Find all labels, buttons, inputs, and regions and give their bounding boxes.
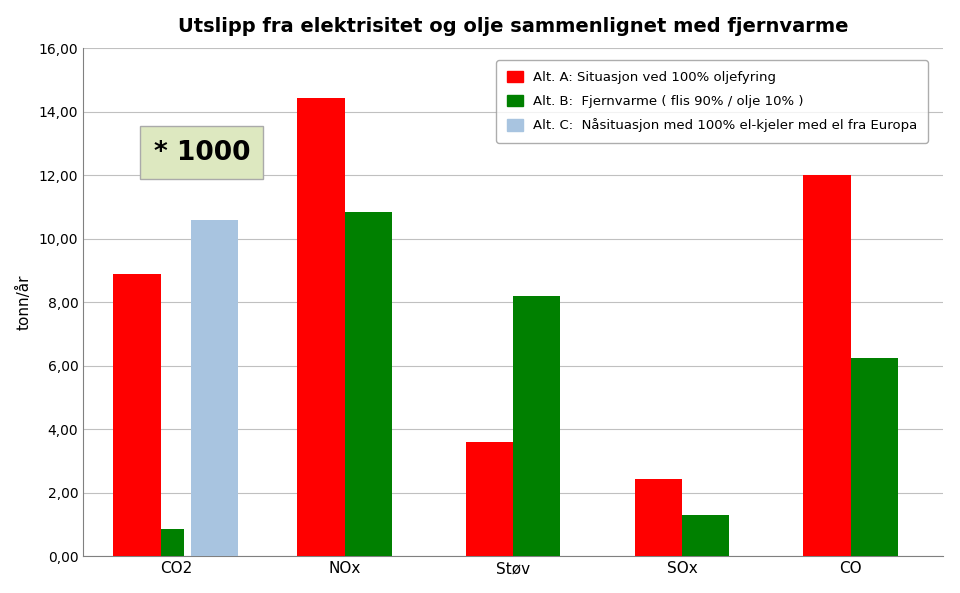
Bar (804, 176, 851, 556)
Bar (345, 212, 392, 556)
Bar (160, 530, 184, 556)
Bar (191, 220, 238, 556)
Bar (635, 479, 682, 556)
Y-axis label: tonn/år: tonn/år (16, 275, 32, 330)
Legend: Alt. A: Situasjon ved 100% oljefyring, Alt. B:  Fjernvarme ( flis 90% / olje 10%: Alt. A: Situasjon ved 100% oljefyring, A… (496, 60, 928, 143)
Bar (514, 296, 561, 556)
Bar (851, 358, 898, 556)
Title: Utslipp fra elektrisitet og olje sammenlignet med fjernvarme: Utslipp fra elektrisitet og olje sammenl… (178, 17, 849, 36)
Text: * 1000: * 1000 (154, 139, 251, 165)
Bar (466, 442, 514, 556)
Bar (682, 515, 730, 556)
Bar (113, 274, 160, 556)
Bar (298, 98, 345, 556)
